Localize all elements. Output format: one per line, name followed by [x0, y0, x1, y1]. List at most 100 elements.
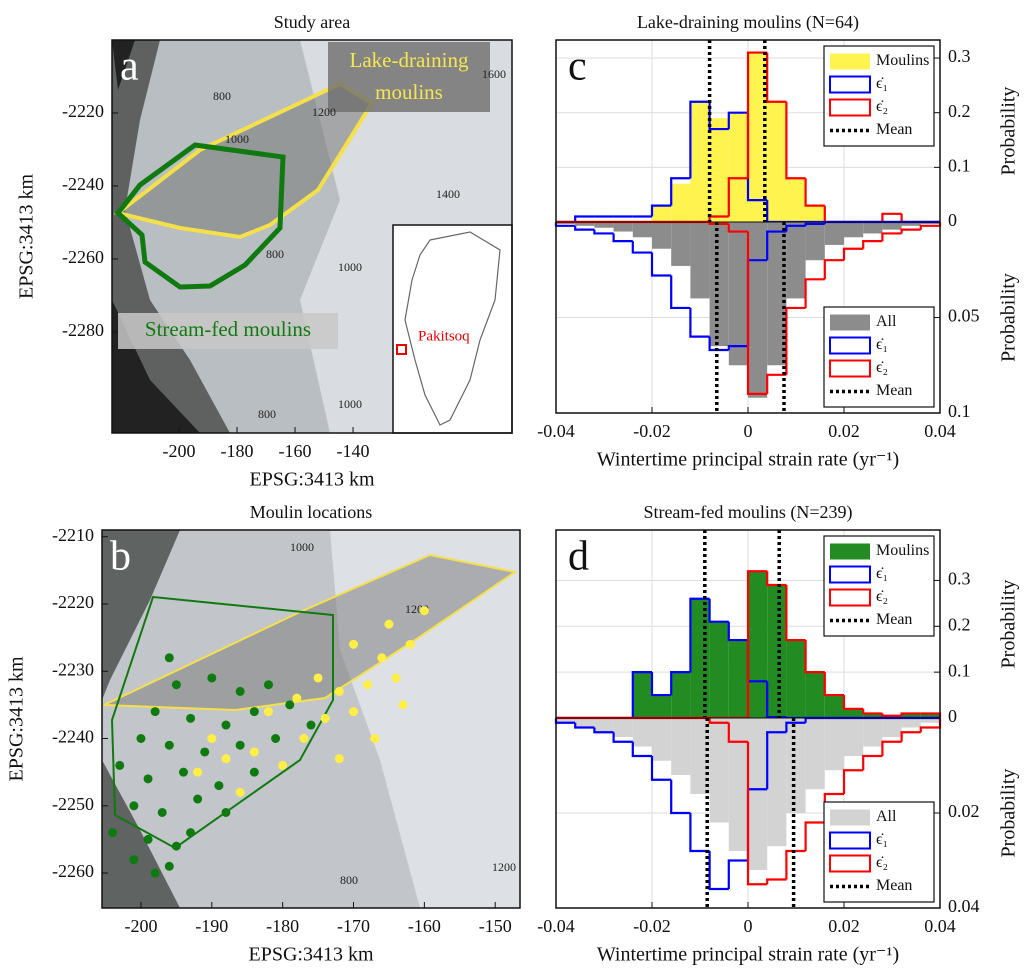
map-a-image: Lake-draining moulins Stream-fed moulins…	[112, 40, 513, 434]
hist-bar	[767, 585, 787, 718]
moulin-point	[285, 700, 295, 710]
hist-bar	[652, 205, 672, 222]
hist-bar	[882, 718, 902, 737]
moulin-point	[391, 673, 401, 683]
nodata	[112, 40, 200, 433]
hist-outline	[785, 849, 806, 880]
legend-label: All	[876, 808, 897, 825]
y-tick-label: -2210	[52, 525, 94, 545]
contour-label: 1000	[290, 540, 314, 554]
hist-outline	[727, 345, 748, 350]
contour-label: 800	[213, 89, 231, 103]
hist-outline	[689, 813, 710, 853]
moulin-point	[235, 686, 245, 696]
moulin-point	[271, 734, 281, 744]
hist-outline	[727, 177, 748, 217]
moulin-point	[419, 606, 429, 616]
hist-outline	[650, 672, 672, 697]
moulin-point	[150, 707, 160, 717]
hist-outline	[689, 307, 710, 338]
legend-swatch	[830, 314, 870, 331]
moulin-point	[278, 760, 288, 770]
hist-outline	[823, 672, 844, 697]
hist-bar	[613, 718, 633, 737]
hist-outline	[842, 695, 864, 710]
legend-label: ϵ̇₂	[876, 359, 888, 376]
moulin-point	[207, 673, 217, 683]
contour-label: 1200	[492, 860, 516, 874]
legend-swatch	[829, 359, 871, 378]
hist-bar	[844, 222, 864, 238]
x-tick-label: 0.04	[924, 916, 956, 936]
legend-label: Mean	[876, 877, 912, 894]
hist-outline	[766, 373, 787, 394]
hist-outline	[823, 259, 844, 280]
hist-bar	[728, 718, 748, 851]
hist-outline	[785, 101, 806, 180]
hist-bar	[767, 718, 787, 847]
hist-outline	[842, 247, 864, 261]
y-tick-label: -2220	[52, 592, 94, 612]
hist-outline	[631, 671, 652, 718]
hist-bar	[748, 718, 768, 870]
hist-outline	[746, 570, 768, 718]
hist-outline	[727, 111, 748, 130]
hist-outline	[708, 718, 729, 724]
y-tick-label: 0.1	[948, 660, 971, 680]
label-box	[328, 42, 490, 112]
y-tick-label: 0	[948, 706, 957, 726]
chart-title: Study area	[274, 12, 350, 32]
y-tick-label: 0.02	[948, 801, 980, 821]
moulin-point	[235, 787, 245, 797]
y-tick-label: 0.3	[948, 46, 971, 66]
hist-outline	[708, 336, 729, 352]
contour-label: 800	[258, 407, 276, 421]
legend-label: ϵ̇₁	[876, 75, 888, 92]
label-box	[118, 313, 338, 349]
hist-outline	[593, 229, 614, 235]
legend-label: ϵ̇₁	[876, 831, 888, 848]
region-label: Stream-fed moulins	[145, 317, 311, 341]
hist-bar	[920, 718, 940, 723]
x-axis-label: EPSG:3413 km	[248, 944, 373, 966]
map-b-image: 1000 1200 1200 800	[102, 530, 520, 908]
moulin-point	[221, 720, 231, 730]
moulin-point	[164, 861, 174, 871]
moulin-point	[150, 868, 160, 878]
hist-bar	[844, 708, 864, 718]
hist-outline	[766, 571, 787, 587]
hist-bar	[556, 718, 576, 723]
hist-bar	[690, 222, 710, 299]
hist-outline	[900, 712, 921, 716]
hist-outline	[881, 212, 902, 222]
moulin-point	[108, 828, 118, 838]
hist-outline	[727, 621, 748, 642]
panel-label: d	[568, 534, 589, 580]
moulin-point	[214, 781, 224, 791]
panel-label: b	[110, 534, 131, 580]
moulin-point	[292, 693, 302, 703]
legend-label: ϵ̇₂	[876, 98, 888, 115]
hist-outline	[574, 722, 595, 729]
hist-bar	[709, 118, 729, 222]
hist-outline	[881, 713, 902, 717]
hist-bar	[901, 222, 921, 226]
legend-swatch	[830, 543, 870, 560]
hist-bar	[748, 222, 768, 398]
hist-bar	[863, 718, 883, 747]
hist-outline	[650, 756, 672, 781]
y-tick-label: -2280	[62, 320, 104, 340]
x-tick-label: -200	[163, 441, 196, 461]
y-tick-label: -2260	[62, 247, 104, 267]
moulin-point	[405, 639, 415, 649]
hist-bar	[690, 101, 710, 222]
moulin-point	[263, 680, 273, 690]
hist-outline	[766, 52, 787, 103]
y-tick-label: 0.1	[948, 155, 971, 175]
hist-bar	[748, 52, 768, 222]
y-tick-label: -2240	[52, 727, 94, 747]
hist-outline	[785, 224, 806, 232]
moulin-point	[129, 855, 139, 865]
hist-bar	[690, 718, 710, 794]
legend-swatch	[829, 75, 871, 94]
